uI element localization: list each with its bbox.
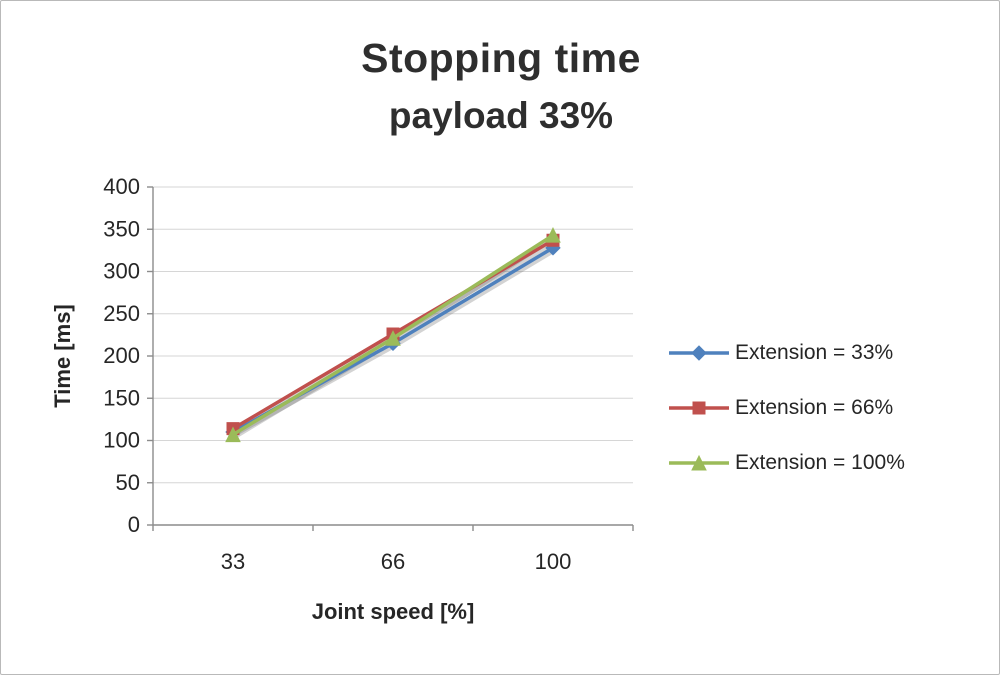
legend-label: Extension = 33%: [735, 341, 894, 364]
x-tick-label: 33: [221, 549, 245, 574]
x-axis-title: Joint speed [%]: [311, 599, 475, 624]
y-tick-label: 250: [103, 301, 140, 326]
y-tick-label: 400: [103, 174, 140, 199]
y-tick-label: 100: [103, 428, 140, 453]
y-tick-label: 300: [103, 259, 140, 284]
legend-entry: Extension = 66%: [667, 396, 905, 420]
triangle-marker: [691, 454, 707, 471]
x-tick-label: 66: [381, 549, 405, 574]
y-tick-label: 0: [128, 512, 140, 537]
legend-label: Extension = 66%: [735, 396, 894, 419]
legend-entry: Extension = 100%: [667, 451, 905, 475]
y-tick-label: 50: [116, 470, 140, 495]
y-tick-label: 350: [103, 216, 140, 241]
chart-title: Stopping time: [361, 35, 641, 81]
legend-swatch-square-icon: [669, 401, 729, 415]
diamond-marker: [691, 345, 707, 361]
y-tick-label: 150: [103, 385, 140, 410]
x-tick-label: 100: [535, 549, 572, 574]
y-tick-label: 200: [103, 343, 140, 368]
triangle-marker: [545, 227, 561, 243]
legend-swatch-diamond-icon: [669, 345, 729, 361]
y-axis-title: Time [ms]: [50, 304, 75, 408]
legend: Extension = 33% Extension = 66% Extension …: [667, 341, 905, 475]
legend-swatch-triangle-icon: [669, 454, 729, 471]
triangle-marker: [225, 426, 241, 443]
legend-label: Extension = 100%: [735, 451, 905, 474]
chart-subtitle: payload 33%: [388, 95, 614, 136]
triangle-marker: [385, 330, 401, 346]
square-marker: [692, 401, 706, 415]
legend-entry: Extension = 33%: [667, 341, 905, 365]
